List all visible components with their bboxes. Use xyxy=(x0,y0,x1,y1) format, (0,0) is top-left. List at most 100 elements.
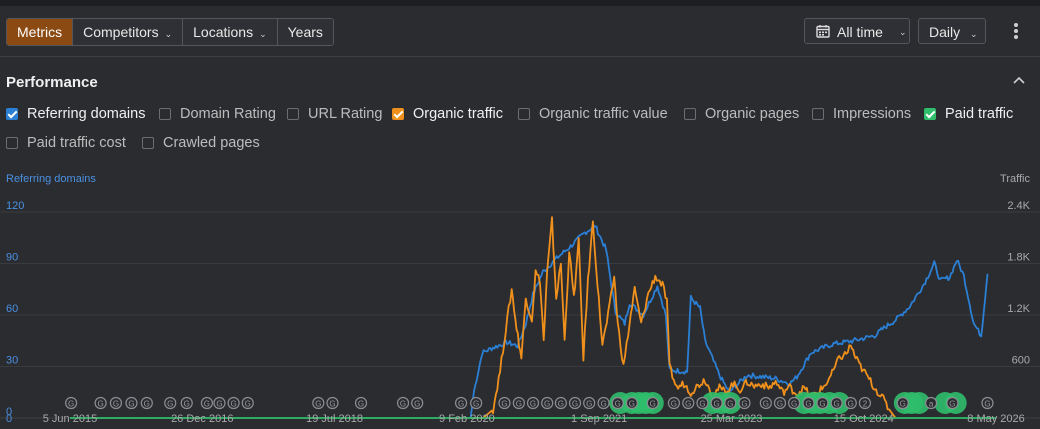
event-marker xyxy=(65,396,78,410)
event-marker xyxy=(411,396,424,410)
event-marker-large xyxy=(620,392,643,414)
checkbox-organic-traffic[interactable]: Organic traffic xyxy=(392,106,503,122)
series-line-organic-traffic xyxy=(470,216,897,419)
tab-competitors[interactable]: Competitors ⌄ xyxy=(73,19,184,45)
event-marker xyxy=(924,396,938,410)
event-marker-large xyxy=(900,392,923,414)
left-tick-label: 90 xyxy=(6,252,18,264)
event-marker-large xyxy=(710,392,733,414)
checkbox-label: Organic traffic xyxy=(413,106,503,122)
event-marker-large xyxy=(944,392,967,414)
checkbox-checked-icon[interactable] xyxy=(924,108,936,120)
checkbox-label: Domain Rating xyxy=(180,106,276,122)
checkbox-paid-traffic[interactable]: Paid traffic xyxy=(924,106,1013,122)
event-marker xyxy=(816,396,829,410)
tab-metrics-label: Metrics xyxy=(17,24,63,40)
tab-locations-label: Locations xyxy=(193,24,254,40)
checkbox-label: Paid traffic xyxy=(945,106,1014,122)
checkbox-empty-icon[interactable] xyxy=(812,108,824,120)
event-marker xyxy=(109,396,123,410)
toolbar: Metrics Competitors ⌄ Locations ⌄ Years Al… xyxy=(0,6,1040,57)
event-marker xyxy=(646,396,659,410)
event-marker-label: G xyxy=(400,400,406,409)
checkbox-label: Organic traffic value xyxy=(539,106,668,122)
event-marker-label: G xyxy=(329,400,335,409)
event-marker xyxy=(312,396,325,410)
event-marker-label: G xyxy=(113,400,119,409)
event-marker-large xyxy=(719,392,742,414)
event-marker xyxy=(738,396,751,410)
event-marker-large xyxy=(934,392,957,414)
event-marker-large xyxy=(801,392,824,414)
event-marker xyxy=(164,396,177,410)
event-marker-label: G xyxy=(586,400,592,409)
checkbox-referring-domains[interactable]: Referring domains xyxy=(6,106,145,122)
checkbox-organic-pages[interactable]: Organic pages xyxy=(684,106,799,122)
event-marker-label: G xyxy=(544,400,550,409)
event-marker xyxy=(354,396,368,410)
event-marker-label: G xyxy=(629,400,635,409)
event-marker-label: G xyxy=(414,400,420,409)
checkbox-url-rating[interactable]: URL Rating xyxy=(287,106,382,122)
left-tick-label: 60 xyxy=(6,303,18,315)
event-marker-large xyxy=(793,392,816,414)
event-marker-label: G xyxy=(458,400,464,409)
event-marker xyxy=(946,396,959,410)
checkbox-checked-icon[interactable] xyxy=(392,108,404,120)
event-marker xyxy=(125,396,138,410)
checkbox-empty-icon[interactable] xyxy=(684,108,696,120)
tab-years[interactable]: Years xyxy=(277,19,333,45)
event-marker-label: G xyxy=(358,400,364,409)
checkbox-empty-icon[interactable] xyxy=(287,108,299,120)
event-marker-label: G xyxy=(848,400,854,409)
event-marker-large xyxy=(818,392,841,414)
left-tick-label: 0 xyxy=(6,406,12,418)
event-marker-label: G xyxy=(501,400,507,409)
event-marker xyxy=(844,396,857,410)
checkbox-organic-traffic-value[interactable]: Organic traffic value xyxy=(518,106,668,122)
event-marker-label: G xyxy=(900,400,906,409)
tab-metrics[interactable]: Metrics xyxy=(7,19,74,45)
checkbox-domain-rating[interactable]: Domain Rating xyxy=(159,106,276,122)
event-marker-label: G xyxy=(763,400,769,409)
event-marker-label: G xyxy=(245,400,251,409)
tab-locations[interactable]: Locations ⌄ xyxy=(183,19,278,45)
event-marker xyxy=(498,396,511,410)
event-marker-label: G xyxy=(699,400,705,409)
date-range-dropdown[interactable]: All time ⌄ xyxy=(804,18,910,44)
checkbox-paid-traffic-cost[interactable]: Paid traffic cost xyxy=(6,135,126,151)
section-title: Performance xyxy=(6,74,98,91)
checkbox-impressions[interactable]: Impressions xyxy=(812,106,911,122)
event-marker-label: G xyxy=(615,400,621,409)
event-marker-label: G xyxy=(97,400,103,409)
checkbox-empty-icon[interactable] xyxy=(142,137,154,149)
tab-competitors-label: Competitors xyxy=(83,24,159,40)
checkbox-crawled-pages[interactable]: Crawled pages xyxy=(142,135,260,151)
checkbox-label: Organic pages xyxy=(705,106,800,122)
more-vertical-icon[interactable] xyxy=(1014,23,1018,41)
event-marker xyxy=(710,396,723,410)
checkbox-empty-icon[interactable] xyxy=(6,137,18,149)
chevron-down-icon: ⌄ xyxy=(899,27,907,37)
left-tick-label: 120 xyxy=(6,200,24,212)
event-marker xyxy=(625,396,638,410)
event-marker-label: G xyxy=(68,400,74,409)
x-tick-label: 26 Dec 2016 xyxy=(171,413,233,425)
checkbox-empty-icon[interactable] xyxy=(159,108,171,120)
event-marker xyxy=(583,396,596,410)
chevron-up-icon[interactable] xyxy=(1010,72,1028,90)
event-marker xyxy=(773,396,787,410)
event-marker-label: G xyxy=(473,400,479,409)
checkbox-checked-icon[interactable] xyxy=(6,108,18,120)
interval-dropdown[interactable]: Daily ⌄ xyxy=(918,18,986,44)
x-tick-label: 8 May 2026 xyxy=(967,413,1024,425)
event-marker-large xyxy=(893,392,916,414)
checkbox-empty-icon[interactable] xyxy=(518,108,530,120)
event-marker-label: G xyxy=(984,400,990,409)
event-marker-large xyxy=(641,392,664,414)
event-marker-label: G xyxy=(128,400,134,409)
event-marker xyxy=(696,396,709,410)
event-marker xyxy=(682,396,695,410)
event-marker xyxy=(597,396,610,410)
view-tabs: Metrics Competitors ⌄ Locations ⌄ Years xyxy=(6,18,334,46)
